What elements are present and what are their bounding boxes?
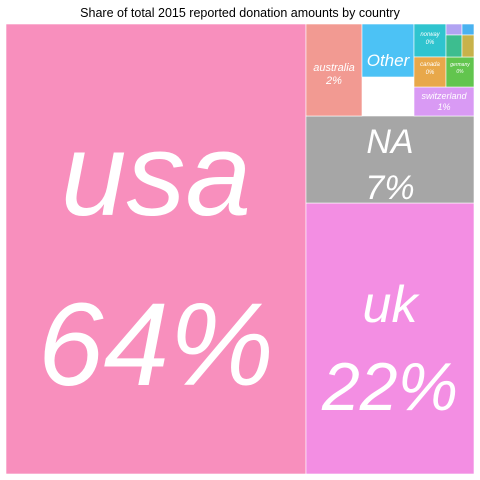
tile-percent-other: 2% xyxy=(375,74,401,93)
tile-na xyxy=(305,115,475,204)
tile-name-other: Other xyxy=(367,51,411,70)
tile-name-uk: uk xyxy=(363,276,421,334)
tile-name-switzerland: switzerland xyxy=(421,91,467,101)
tile-name-na: NA xyxy=(366,123,413,161)
tile-switzerland xyxy=(413,86,475,117)
tile-percent-australia: 2% xyxy=(325,75,342,87)
tile-germany xyxy=(445,56,475,88)
chart-title: Share of total 2015 reported donation am… xyxy=(80,6,400,20)
tile-uk xyxy=(305,202,475,475)
tile-name-canada: canada xyxy=(420,62,440,68)
tile-percent-na: 7% xyxy=(365,169,414,207)
tile-other xyxy=(361,23,415,78)
tile-percent-switzerland: 1% xyxy=(437,102,450,112)
tile-minor-9 xyxy=(445,23,463,36)
tile-minor-12 xyxy=(461,34,475,58)
tile-minor-11 xyxy=(445,34,463,58)
tile-name-norway: norway xyxy=(420,32,440,38)
tile-name-usa: usa xyxy=(61,109,251,241)
tile-percent-uk: 22% xyxy=(321,349,458,425)
tile-percent-germany: 0% xyxy=(456,69,464,75)
tile-name-australia: australia xyxy=(313,62,355,74)
tile-norway xyxy=(413,23,447,58)
tile-canada xyxy=(413,56,447,88)
tile-name-germany: germany xyxy=(450,62,470,68)
tile-usa xyxy=(5,23,307,475)
tile-australia xyxy=(305,23,363,117)
tile-percent-norway: 0% xyxy=(426,40,435,46)
tile-minor-10 xyxy=(461,23,475,36)
tile-percent-usa: 64% xyxy=(38,279,274,411)
tile-percent-canada: 0% xyxy=(426,70,435,76)
